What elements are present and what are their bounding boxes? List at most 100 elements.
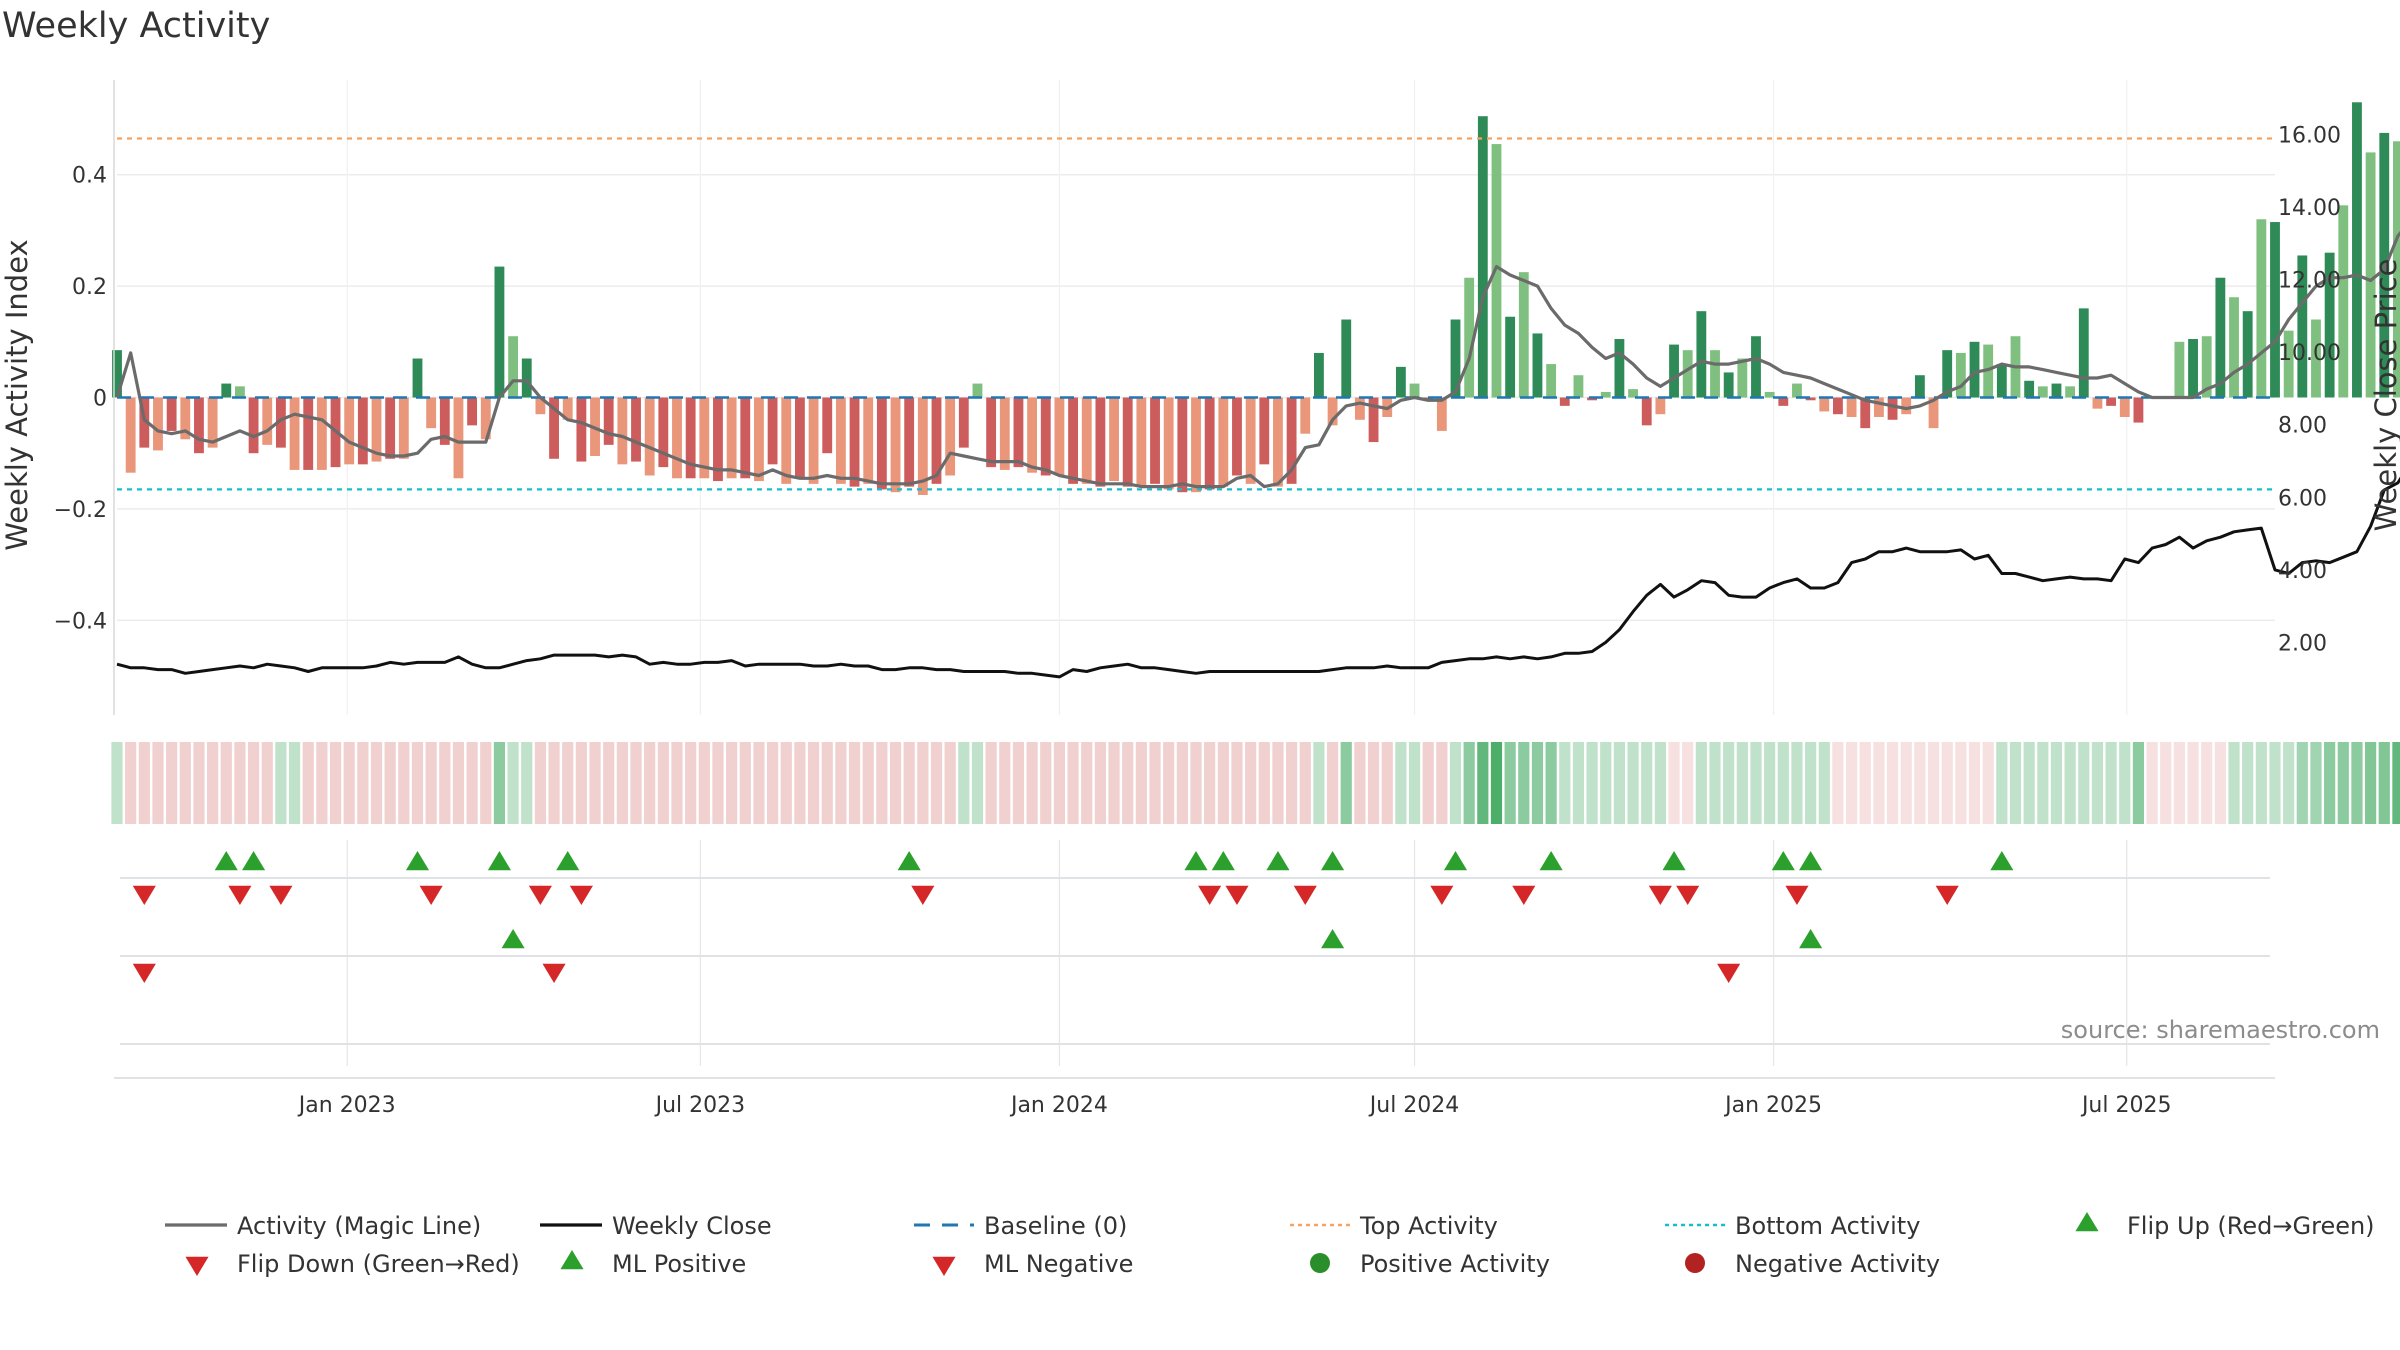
heat-strip-cell bbox=[1791, 742, 1803, 824]
heat-strip-cell bbox=[2091, 742, 2104, 824]
heat-strip-cell bbox=[548, 742, 560, 824]
x-tick-label: Jan 2023 bbox=[297, 1093, 396, 1118]
activity-bar bbox=[2037, 386, 2048, 398]
y2-tick-label: 16.00 bbox=[2278, 123, 2341, 148]
y2-tick-label: 12.00 bbox=[2278, 269, 2341, 294]
flip-up-marker bbox=[1321, 851, 1345, 871]
activity-bar bbox=[2215, 277, 2226, 398]
heat-strip-cell bbox=[2351, 742, 2363, 824]
legend-label: Activity (Magic Line) bbox=[237, 1212, 481, 1240]
activity-bar bbox=[2051, 383, 2062, 398]
activity-bar bbox=[2078, 308, 2089, 398]
heat-strip-cell bbox=[288, 742, 301, 824]
activity-bar bbox=[617, 397, 628, 465]
heat-strip-cell bbox=[1914, 742, 1926, 824]
heat-strip-cell bbox=[698, 742, 710, 824]
heat-strip-cell bbox=[1081, 742, 1093, 824]
y2-tick-label: 14.00 bbox=[2278, 196, 2341, 221]
activity-bar bbox=[2174, 341, 2185, 398]
activity-bar bbox=[1996, 364, 2007, 398]
activity-bar bbox=[2133, 397, 2144, 423]
heat-strip-cell bbox=[1395, 742, 1407, 824]
activity-bar bbox=[275, 397, 286, 448]
activity-bar bbox=[2242, 311, 2253, 398]
activity-bar bbox=[958, 397, 969, 448]
heat-strip bbox=[111, 742, 2400, 824]
activity-bar bbox=[2024, 380, 2035, 398]
heat-strip-cell bbox=[944, 742, 956, 824]
activity-bar bbox=[1901, 397, 1912, 415]
flip-down-marker bbox=[1430, 885, 1454, 905]
heat-strip-cell bbox=[766, 742, 779, 824]
x-tick-label: Jan 2024 bbox=[1009, 1093, 1108, 1118]
activity-bar bbox=[1614, 339, 1625, 398]
heat-strip-cell bbox=[193, 742, 205, 824]
heat-strip-cell bbox=[985, 742, 997, 824]
heat-strip-cell bbox=[2228, 742, 2240, 824]
activity-bar bbox=[945, 397, 956, 476]
activity-bar bbox=[1833, 397, 1843, 415]
activity-bar bbox=[2229, 297, 2239, 398]
heat-strip-cell bbox=[562, 742, 574, 824]
activity-bar bbox=[685, 397, 696, 479]
heat-strip-cell bbox=[1695, 742, 1707, 824]
heat-strip-cell bbox=[1299, 742, 1311, 824]
flip-up-marker bbox=[1799, 851, 1823, 871]
heat-strip-cell bbox=[384, 742, 396, 824]
activity-bar bbox=[467, 397, 478, 426]
activity-bar bbox=[631, 397, 641, 462]
activity-bar bbox=[972, 383, 983, 398]
activity-bar bbox=[767, 397, 778, 465]
activity-bar bbox=[1792, 383, 1802, 398]
magic-line bbox=[115, 230, 2400, 489]
heat-strip-cell bbox=[343, 742, 355, 824]
flip-down-marker bbox=[569, 885, 593, 905]
flip-up-marker bbox=[1184, 851, 1208, 871]
flip-up-marker bbox=[487, 851, 511, 871]
heat-strip-cell bbox=[1477, 742, 1489, 824]
activity-bar bbox=[1027, 397, 1038, 473]
activity-bar bbox=[235, 386, 245, 398]
activity-bar bbox=[822, 397, 833, 454]
heat-strip-cell bbox=[329, 742, 342, 824]
heat-strip-cell bbox=[2119, 742, 2131, 824]
heat-strip-cell bbox=[261, 742, 273, 824]
activity-bar bbox=[658, 397, 669, 468]
heat-strip-cell bbox=[1217, 742, 1229, 824]
activity-bar bbox=[1218, 397, 1229, 487]
heat-strip-cell bbox=[2187, 742, 2199, 824]
heat-strip-cell bbox=[2078, 742, 2090, 824]
heat-strip-cell bbox=[1490, 742, 1503, 824]
heat-strip-cell bbox=[753, 742, 765, 824]
heat-strip-cell bbox=[1818, 742, 1830, 824]
legend-label: Baseline (0) bbox=[984, 1212, 1127, 1240]
activity-bar bbox=[1764, 391, 1775, 398]
activity-bar bbox=[1136, 397, 1147, 487]
heat-strip-cell bbox=[2283, 742, 2295, 824]
heat-strip-cell bbox=[1586, 742, 1598, 824]
y2-tick-label: 6.00 bbox=[2278, 486, 2327, 511]
heat-strip-cell bbox=[493, 742, 506, 824]
heat-strip-cell bbox=[1613, 742, 1626, 824]
activity-bar bbox=[2311, 319, 2321, 398]
activity-bar bbox=[494, 266, 505, 398]
activity-bar bbox=[2379, 132, 2390, 398]
legend-label: ML Positive bbox=[612, 1250, 746, 1278]
heat-strip-cell bbox=[1518, 742, 1530, 824]
heat-strip-cell bbox=[1272, 742, 1284, 824]
heat-strip-cell bbox=[685, 742, 697, 824]
activity-bar bbox=[576, 397, 587, 462]
heat-strip-cell bbox=[1094, 742, 1106, 824]
heat-strip-cell bbox=[179, 742, 191, 824]
activity-bar bbox=[248, 397, 259, 454]
activity-bar bbox=[1860, 397, 1871, 429]
heat-strip-cell bbox=[794, 742, 806, 824]
heat-strip-cell bbox=[821, 742, 833, 824]
heat-strip-cell bbox=[1968, 742, 1981, 824]
activity-bar bbox=[303, 397, 314, 470]
heat-strip-cell bbox=[425, 742, 437, 824]
heat-strip-cell bbox=[1559, 742, 1571, 824]
activity-bar bbox=[439, 397, 450, 445]
legend-label: Top Activity bbox=[1359, 1212, 1498, 1240]
legend-swatch bbox=[1685, 1253, 1705, 1273]
